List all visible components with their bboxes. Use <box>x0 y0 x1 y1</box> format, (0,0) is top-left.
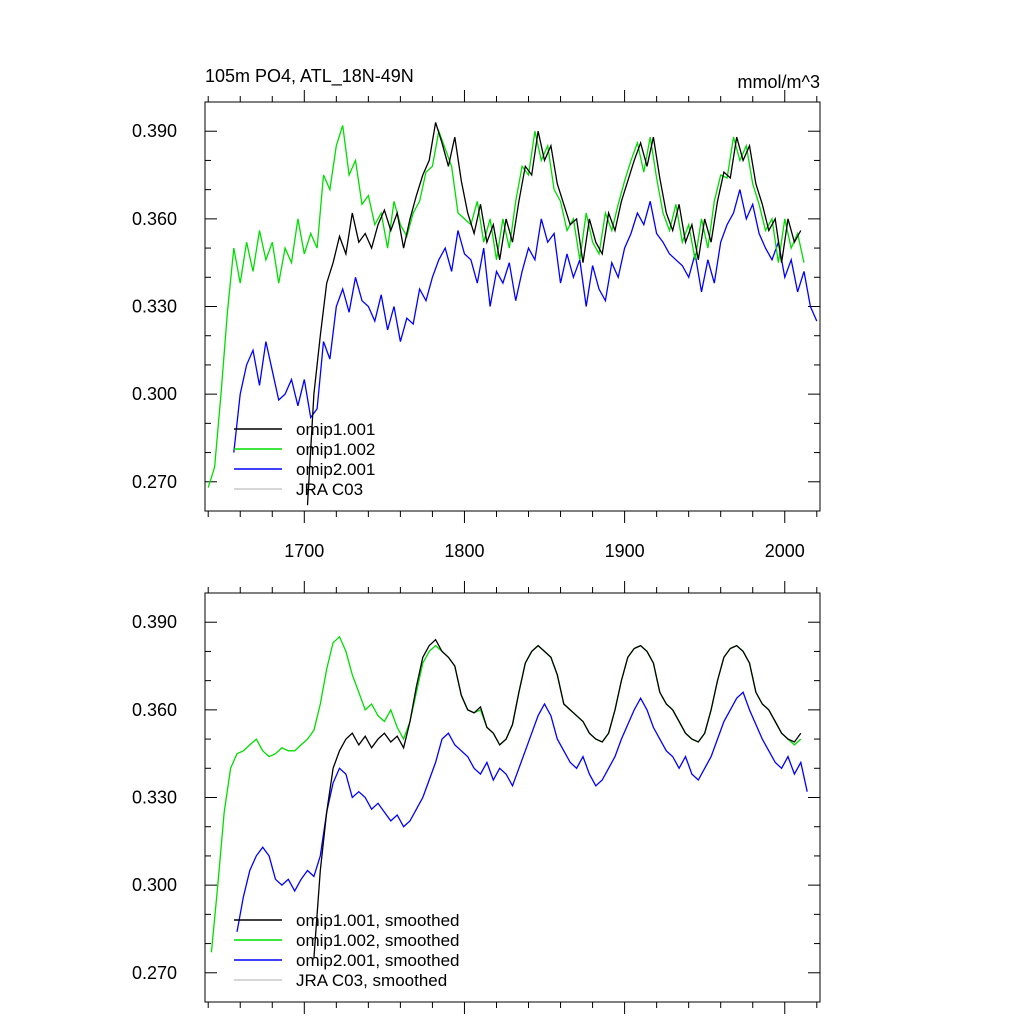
y-tick-label: 0.300 <box>132 384 177 404</box>
legend-label: omip1.001 <box>296 420 375 439</box>
x-tick-label: 2000 <box>765 541 805 561</box>
y-tick-label: 0.390 <box>132 121 177 141</box>
y-tick-label: 0.330 <box>132 297 177 317</box>
y-tick-label: 0.270 <box>132 472 177 492</box>
series-line-omip2-001 <box>233 189 818 453</box>
x-tick-label: 1800 <box>444 541 484 561</box>
y-tick-label: 0.360 <box>132 209 177 229</box>
chart-units: mmol/m^3 <box>738 72 820 92</box>
legend-label: JRA C03, smoothed <box>296 971 447 990</box>
y-tick-label: 0.390 <box>132 612 177 632</box>
legend-label: omip2.001, smoothed <box>296 951 460 970</box>
y-tick-label: 0.270 <box>132 963 177 983</box>
x-tick-label: 1900 <box>605 541 645 561</box>
legend-label: omip1.002 <box>296 440 375 459</box>
legend-label: omip1.002, smoothed <box>296 931 460 950</box>
chart-title: 105m PO4, ATL_18N-49N <box>205 66 414 87</box>
y-tick-label: 0.300 <box>132 875 177 895</box>
chart-panel-1: 0.270 0.300 0.330 0.360 0.390 1700 1800 1900 200… <box>132 66 821 561</box>
y-tick-label: 0.360 <box>132 700 177 720</box>
chart-panel-2: 0.270 0.300 0.330 0.360 0.390 omip1.001, smoo… <box>132 581 821 1014</box>
y-tick-label: 0.330 <box>132 788 177 808</box>
legend-label: JRA C03 <box>296 480 363 499</box>
legend-label: omip2.001 <box>296 460 375 479</box>
series-line-omip1-002 <box>207 125 805 488</box>
legend-label: omip1.001, smoothed <box>296 911 460 930</box>
series-line-omip1-001-smoothed <box>313 638 802 959</box>
series-line-omip1-002-smoothed <box>210 635 802 953</box>
series-line-omip2-001-smoothed <box>236 691 808 933</box>
series-line-omip1-001 <box>306 122 802 506</box>
x-tick-label: 1700 <box>284 541 324 561</box>
